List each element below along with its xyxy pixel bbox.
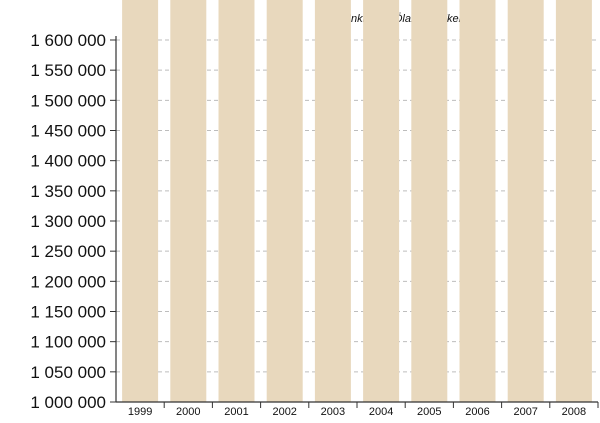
y-tick-label: 1 000 000	[30, 393, 106, 412]
bar-2002	[266, 0, 303, 402]
y-tick-label: 1 600 000	[30, 31, 106, 50]
y-tick-label: 1 350 000	[30, 182, 106, 201]
x-tick-label: 1999	[128, 406, 152, 418]
y-tick-label: 1 300 000	[30, 212, 106, 231]
y-tick-label: 1 550 000	[30, 61, 106, 80]
x-tick-label: 2005	[417, 406, 441, 418]
y-tick-label: 1 050 000	[30, 363, 106, 382]
x-tick-label: 2000	[176, 406, 200, 418]
x-tick-label: 2008	[562, 406, 586, 418]
bar-2003	[314, 0, 351, 402]
x-tick-label: 2007	[513, 406, 537, 418]
bar-2008	[555, 0, 592, 402]
y-tick-label: 1 450 000	[30, 122, 106, 141]
bar-2001	[218, 0, 255, 402]
y-tick-label: 1 400 000	[30, 152, 106, 171]
y-tick-label: 1 150 000	[30, 303, 106, 322]
x-tick-label: 2001	[224, 406, 248, 418]
y-tick-label: 1 100 000	[30, 333, 106, 352]
bars: **	[122, 0, 592, 403]
bar-2000	[170, 0, 207, 402]
x-tick-label: 2003	[321, 406, 345, 418]
y-tick-label: 1 500 000	[30, 91, 106, 110]
x-tick-label: 2002	[272, 406, 296, 418]
bar-2005	[411, 0, 448, 402]
bar-2007	[507, 0, 544, 402]
y-axis-ticks: 1 000 000 1 050 000 1 100 000 1 150 000 1 20…	[30, 31, 116, 412]
x-tick-label: 2006	[465, 406, 489, 418]
x-tick-label: 2004	[369, 406, 393, 418]
y-tick-label: 1 200 000	[30, 272, 106, 291]
y-tick-label: 1 250 000	[30, 242, 106, 261]
bar-2006	[459, 0, 496, 403]
bar-2004	[363, 0, 400, 402]
bar-1999	[122, 0, 159, 402]
x-axis-ticks: 1999 2000 2001 2002 2003 2004 2005 2006 2007 2008	[128, 402, 599, 418]
